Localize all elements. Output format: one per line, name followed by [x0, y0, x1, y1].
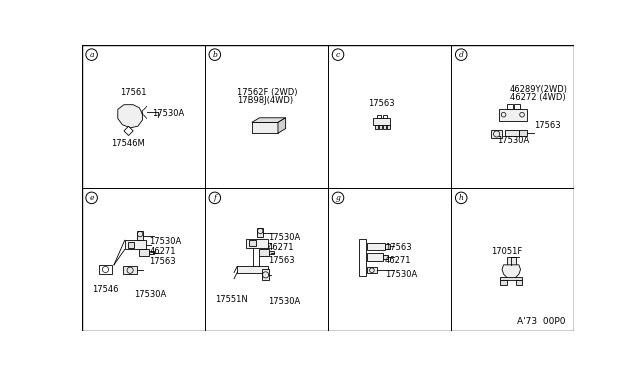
Text: d: d [459, 51, 463, 59]
Text: 17563: 17563 [534, 121, 561, 130]
Bar [257, 228, 263, 237]
Polygon shape [278, 118, 285, 133]
Bar [149, 251, 154, 254]
Bar [367, 267, 378, 273]
Text: 46272 (4WD): 46272 (4WD) [509, 93, 565, 102]
Bar [246, 239, 268, 248]
Text: 17051F: 17051F [492, 247, 522, 256]
Bar [99, 265, 113, 274]
Bar [383, 125, 386, 129]
Text: b: b [212, 51, 217, 59]
Text: 17530A: 17530A [134, 290, 166, 299]
Text: 17530A: 17530A [268, 297, 300, 306]
Text: g: g [335, 194, 340, 202]
Bar [139, 250, 149, 256]
Text: 17530A: 17530A [149, 237, 182, 246]
Text: 17530A: 17530A [497, 137, 530, 145]
Text: 17546: 17546 [92, 285, 119, 294]
Text: 17563: 17563 [385, 243, 412, 253]
Text: A'73  00P0: A'73 00P0 [516, 317, 565, 327]
Bar [252, 122, 278, 133]
Text: 46271: 46271 [385, 256, 412, 265]
Text: f: f [213, 194, 216, 202]
Polygon shape [118, 105, 143, 128]
Bar [359, 240, 367, 276]
Bar [250, 240, 255, 246]
Bar [500, 277, 522, 280]
Bar [128, 242, 134, 248]
Text: 17546M: 17546M [111, 139, 145, 148]
Bar [125, 240, 147, 250]
Bar [383, 115, 387, 118]
Polygon shape [502, 265, 520, 279]
Bar [367, 243, 385, 250]
Text: e: e [90, 194, 94, 202]
Bar [507, 104, 513, 109]
Bar [123, 266, 137, 274]
Text: 17530A: 17530A [152, 109, 185, 118]
Text: 46271: 46271 [268, 243, 294, 253]
Bar [516, 280, 522, 285]
Text: 17563: 17563 [268, 256, 294, 265]
Text: h: h [459, 194, 463, 202]
Text: 17551N: 17551N [216, 295, 248, 304]
Bar [499, 109, 527, 121]
Text: 17561: 17561 [120, 88, 147, 97]
Text: a: a [90, 51, 94, 59]
Bar [500, 280, 507, 285]
Text: 17563: 17563 [368, 99, 395, 108]
Bar [379, 125, 382, 129]
Bar [269, 251, 274, 254]
Bar [383, 255, 388, 260]
Text: 17562F (2WD): 17562F (2WD) [237, 88, 298, 97]
Text: 17B98J(4WD): 17B98J(4WD) [237, 96, 293, 105]
Bar [492, 130, 502, 138]
Bar [519, 130, 527, 136]
Bar [137, 231, 143, 240]
Text: 17530A: 17530A [268, 233, 300, 243]
Bar [262, 269, 269, 280]
Bar [375, 125, 378, 129]
Bar [259, 250, 269, 256]
Bar [378, 115, 381, 118]
Polygon shape [124, 126, 133, 135]
Text: 17563: 17563 [149, 257, 176, 266]
Bar [513, 104, 520, 109]
Bar [385, 244, 390, 249]
Bar [505, 130, 519, 136]
Text: 46289Y(2WD): 46289Y(2WD) [509, 85, 568, 94]
Bar [237, 266, 268, 273]
Polygon shape [252, 118, 285, 122]
Text: 46271: 46271 [149, 247, 176, 256]
Bar [507, 257, 516, 265]
Text: 17530A: 17530A [385, 270, 417, 279]
Text: c: c [336, 51, 340, 59]
Bar [387, 125, 390, 129]
Bar [367, 253, 383, 261]
Bar [373, 118, 390, 125]
